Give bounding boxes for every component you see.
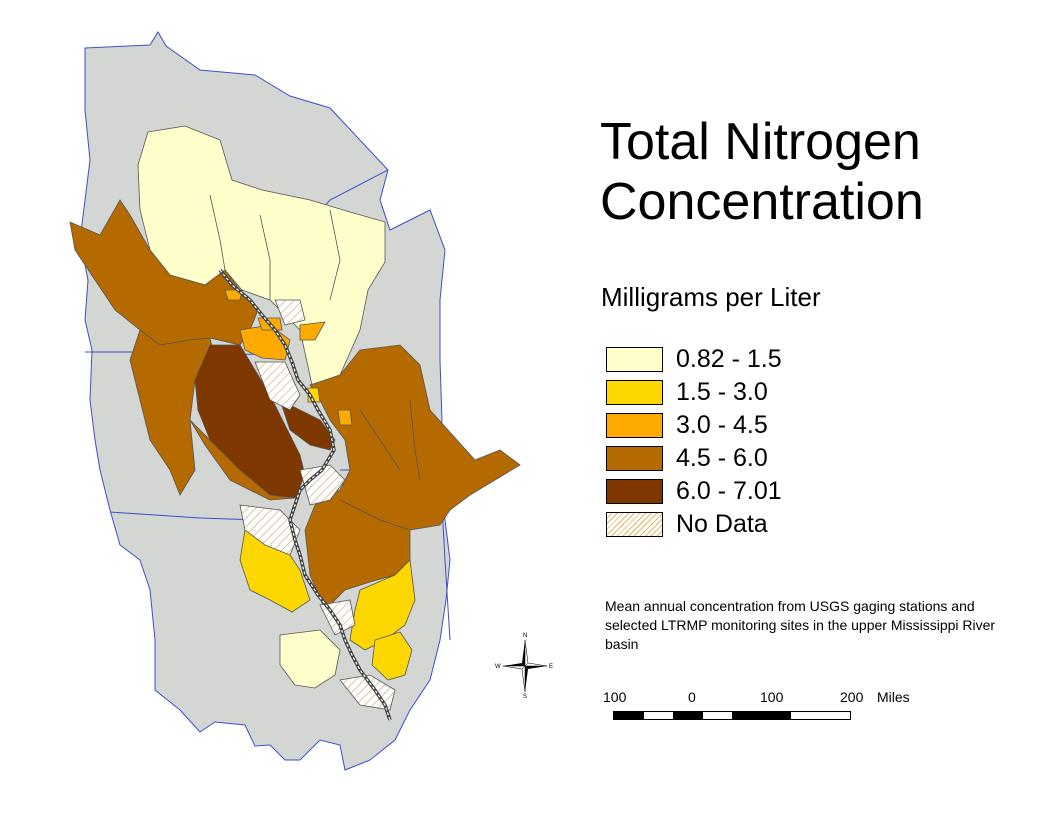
scale-label: Miles [877, 689, 910, 705]
basin-nodata-4 [239, 504, 301, 556]
legend-item: 3.0 - 4.5 [606, 409, 782, 442]
legend-swatch [606, 446, 663, 471]
basin-orange-4 [337, 409, 353, 426]
legend-item: 1.5 - 3.0 [606, 376, 782, 409]
scale-bar: 100 0 100 200 Miles [598, 689, 918, 729]
map-title-line1: Total Nitrogen [600, 113, 921, 171]
compass-w: W [495, 664, 501, 670]
basin-iowa-cedar [194, 344, 306, 499]
compass-n: N [523, 633, 527, 639]
scale-label: 100 [603, 689, 627, 705]
basin-gold-3 [371, 631, 413, 681]
legend-subtitle: Milligrams per Liter [601, 282, 821, 312]
compass-rose-icon: N S E W [495, 630, 555, 705]
legend-label: 6.0 - 7.01 [676, 477, 782, 505]
legend-swatch [606, 347, 663, 372]
compass-s: S [523, 694, 527, 700]
basin-upper-1-div [209, 194, 341, 301]
legend-label: No Data [676, 510, 768, 538]
map-title-line2: Concentration [600, 173, 924, 231]
legend-item: 4.5 - 6.0 [606, 442, 782, 475]
scale-label: 0 [688, 689, 696, 705]
basin-wi-div [339, 399, 421, 531]
basin-map [69, 31, 521, 771]
compass-e: E [549, 664, 553, 670]
legend-item: 0.82 - 1.5 [606, 343, 782, 376]
basin-nodata-2 [274, 299, 306, 326]
map-title: Total Nitrogen Concentration [600, 112, 924, 232]
state-boundary-ia-mo [109, 511, 261, 521]
legend-item: No Data [606, 508, 782, 541]
legend-swatch [606, 413, 663, 438]
legend-swatch [606, 380, 663, 405]
legend-label: 1.5 - 3.0 [676, 378, 768, 406]
mississippi-river-inner [219, 269, 391, 721]
legend-label: 0.82 - 1.5 [676, 345, 782, 373]
basin-iowa-western [129, 329, 216, 496]
legend-label: 3.0 - 4.5 [676, 411, 768, 439]
basin-orange-3 [299, 321, 326, 341]
scale-label: 200 [840, 689, 864, 705]
scale-bar-graphic [613, 711, 851, 720]
map-caption: Mean annual concentration from USGS gagi… [605, 598, 996, 652]
legend-item: 6.0 - 7.01 [606, 475, 782, 508]
legend: 0.82 - 1.5 1.5 - 3.0 3.0 - 4.5 4.5 - 6.0… [606, 343, 782, 541]
scale-label: 100 [760, 689, 784, 705]
basin-pale-south-1 [279, 629, 341, 689]
basin-nodata-1 [254, 361, 301, 411]
legend-label: 4.5 - 6.0 [676, 444, 768, 472]
legend-swatch-no-data [606, 512, 663, 537]
legend-swatch [606, 479, 663, 504]
